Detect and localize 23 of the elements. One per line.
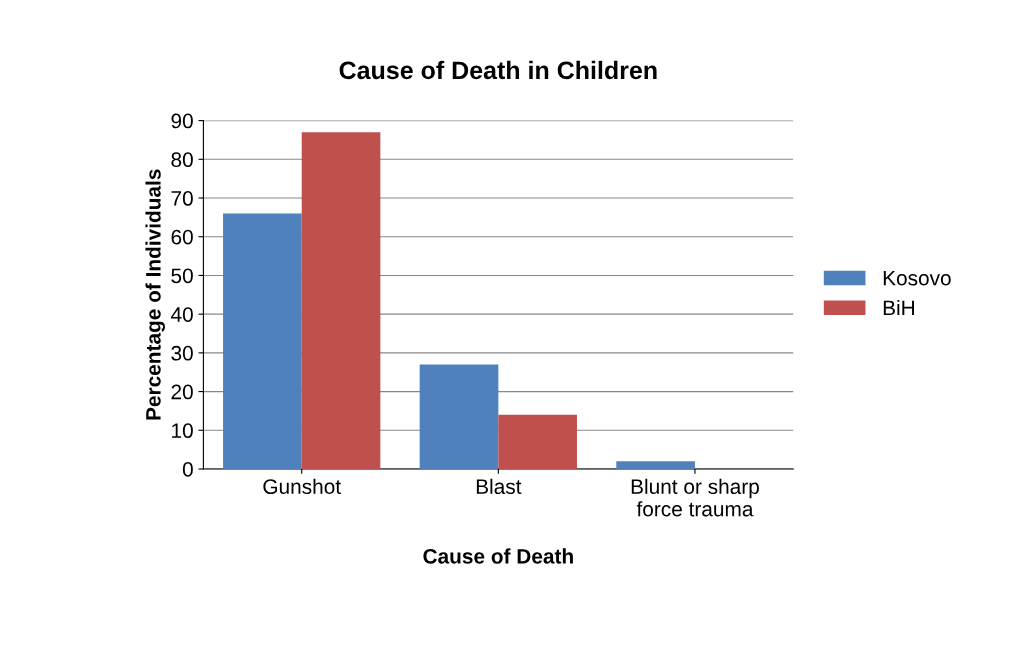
y-tick-label: 70	[171, 191, 193, 206]
bar	[223, 213, 302, 469]
y-tick-label: 60	[171, 229, 193, 245]
bar	[419, 364, 499, 469]
y-tick-label: 90	[171, 113, 193, 129]
y-tick-label: 30	[171, 345, 193, 361]
y-tick-label: 40	[170, 307, 193, 322]
y-axis-title: Percentage of Individuals	[145, 169, 165, 420]
x-tick-label: Blast	[476, 478, 522, 495]
y-tick-label: 80	[171, 152, 193, 168]
x-tick-label: Blunt or sharp force trauma	[631, 478, 759, 517]
legend-label: BiH	[883, 300, 915, 316]
bar	[301, 132, 381, 469]
y-tick-label: 10	[172, 423, 193, 439]
chart-title: Cause of Death in Children	[339, 60, 657, 80]
bar	[616, 461, 695, 469]
y-tick-label: 0	[182, 462, 193, 477]
y-tick-label: 50	[171, 268, 193, 284]
legend-label: Kosovo	[883, 270, 951, 286]
y-tick-label: 20	[171, 384, 193, 400]
x-axis-title: Cause of Death	[423, 548, 573, 564]
bar	[498, 414, 577, 469]
x-tick-label: Gunshot	[263, 478, 341, 495]
